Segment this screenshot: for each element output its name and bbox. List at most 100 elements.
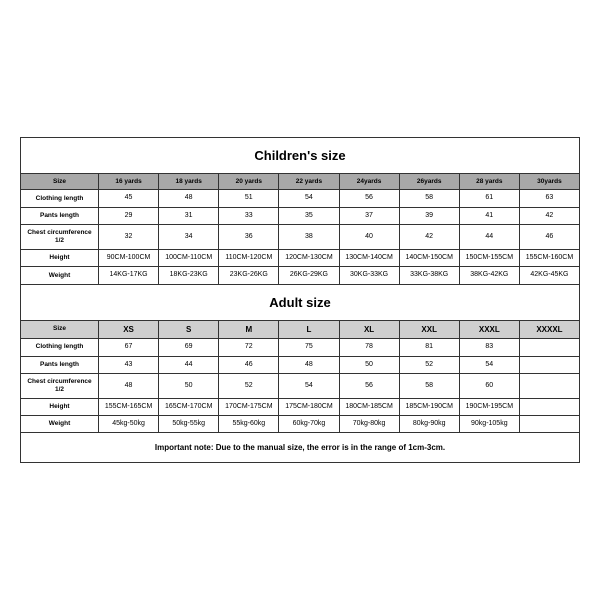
cell: 185CM-190CM (400, 399, 460, 415)
cell: 155CM-160CM (520, 250, 579, 266)
row-label: Weight (21, 416, 99, 432)
cell (520, 416, 579, 432)
cell: 50 (159, 374, 219, 398)
cell: 33 (219, 208, 279, 224)
cell: 48 (279, 357, 339, 373)
cell: 43 (99, 357, 159, 373)
cell: 81 (400, 339, 460, 355)
cell: 31 (159, 208, 219, 224)
cell: 67 (99, 339, 159, 355)
cell (520, 357, 579, 373)
cell: 52 (400, 357, 460, 373)
row-label: Pants length (21, 357, 99, 373)
cell: 54 (279, 374, 339, 398)
cell: 55kg-60kg (219, 416, 279, 432)
adult-size-col: XS (99, 321, 159, 339)
children-size-col: 18 yards (159, 174, 219, 190)
table-row: Clothing length 45 48 51 54 56 58 61 63 (21, 190, 579, 207)
cell: 30KG-33KG (340, 267, 400, 283)
table-row: Weight 14KG-17KG 18KG-23KG 23KG-26KG 26K… (21, 267, 579, 284)
adult-title: Adult size (21, 285, 579, 321)
cell: 58 (400, 190, 460, 206)
cell: 130CM-140CM (340, 250, 400, 266)
children-size-col: 20 yards (219, 174, 279, 190)
children-header-label: Size (21, 174, 99, 190)
cell: 54 (279, 190, 339, 206)
cell: 60 (460, 374, 520, 398)
adult-size-col: XL (340, 321, 400, 339)
cell: 100CM-110CM (159, 250, 219, 266)
cell: 56 (340, 190, 400, 206)
adult-header-row: Size XS S M L XL XXL XXXL XXXXL (21, 321, 579, 340)
cell: 180CM-185CM (340, 399, 400, 415)
cell: 54 (460, 357, 520, 373)
size-chart: Children's size Size 16 yards 18 yards 2… (20, 137, 580, 464)
cell (520, 339, 579, 355)
cell: 38KG-42KG (460, 267, 520, 283)
cell: 80kg-90kg (400, 416, 460, 432)
table-row: Height 155CM-165CM 165CM-170CM 170CM-175… (21, 399, 579, 416)
cell: 50kg-55kg (159, 416, 219, 432)
cell: 165CM-170CM (159, 399, 219, 415)
table-row: Height 90CM-100CM 100CM-110CM 110CM-120C… (21, 250, 579, 267)
cell: 51 (219, 190, 279, 206)
cell: 39 (400, 208, 460, 224)
cell: 75 (279, 339, 339, 355)
table-row: Clothing length 67 69 72 75 78 81 83 (21, 339, 579, 356)
cell: 14KG-17KG (99, 267, 159, 283)
cell: 190CM-195CM (460, 399, 520, 415)
cell: 56 (340, 374, 400, 398)
cell (520, 399, 579, 415)
cell: 58 (400, 374, 460, 398)
cell: 61 (460, 190, 520, 206)
important-note: Important note: Due to the manual size, … (21, 433, 579, 462)
cell: 29 (99, 208, 159, 224)
cell (520, 374, 579, 398)
cell: 48 (99, 374, 159, 398)
cell: 52 (219, 374, 279, 398)
cell: 40 (340, 225, 400, 249)
cell: 140CM-150CM (400, 250, 460, 266)
adult-size-col: L (279, 321, 339, 339)
cell: 70kg-80kg (340, 416, 400, 432)
cell: 36 (219, 225, 279, 249)
cell: 35 (279, 208, 339, 224)
cell: 72 (219, 339, 279, 355)
cell: 155CM-165CM (99, 399, 159, 415)
adult-header-label: Size (21, 321, 99, 339)
cell: 37 (340, 208, 400, 224)
cell: 23KG-26KG (219, 267, 279, 283)
cell: 83 (460, 339, 520, 355)
cell: 34 (159, 225, 219, 249)
cell: 60kg-70kg (279, 416, 339, 432)
cell: 90kg-105kg (460, 416, 520, 432)
cell: 42 (400, 225, 460, 249)
cell: 41 (460, 208, 520, 224)
cell: 45 (99, 190, 159, 206)
table-row: Pants length 43 44 46 48 50 52 54 (21, 357, 579, 374)
adult-size-col: M (219, 321, 279, 339)
children-size-col: 16 yards (99, 174, 159, 190)
cell: 44 (159, 357, 219, 373)
cell: 46 (520, 225, 579, 249)
children-size-col: 26yards (400, 174, 460, 190)
cell: 42KG-45KG (520, 267, 579, 283)
cell: 18KG-23KG (159, 267, 219, 283)
cell: 26KG-29KG (279, 267, 339, 283)
table-row: Chest circumference 1/2 48 50 52 54 56 5… (21, 374, 579, 399)
cell: 78 (340, 339, 400, 355)
table-row: Pants length 29 31 33 35 37 39 41 42 (21, 208, 579, 225)
cell: 33KG-38KG (400, 267, 460, 283)
table-row: Chest circumference 1/2 32 34 36 38 40 4… (21, 225, 579, 250)
row-label: Chest circumference 1/2 (21, 374, 99, 398)
cell: 170CM-175CM (219, 399, 279, 415)
row-label: Clothing length (21, 190, 99, 206)
cell: 63 (520, 190, 579, 206)
cell: 45kg-50kg (99, 416, 159, 432)
table-row: Weight 45kg-50kg 50kg-55kg 55kg-60kg 60k… (21, 416, 579, 433)
size-chart-container: Children's size Size 16 yards 18 yards 2… (0, 0, 600, 600)
children-size-col: 28 yards (460, 174, 520, 190)
cell: 110CM-120CM (219, 250, 279, 266)
children-header-row: Size 16 yards 18 yards 20 yards 22 yards… (21, 174, 579, 191)
adult-size-col: XXXL (460, 321, 520, 339)
